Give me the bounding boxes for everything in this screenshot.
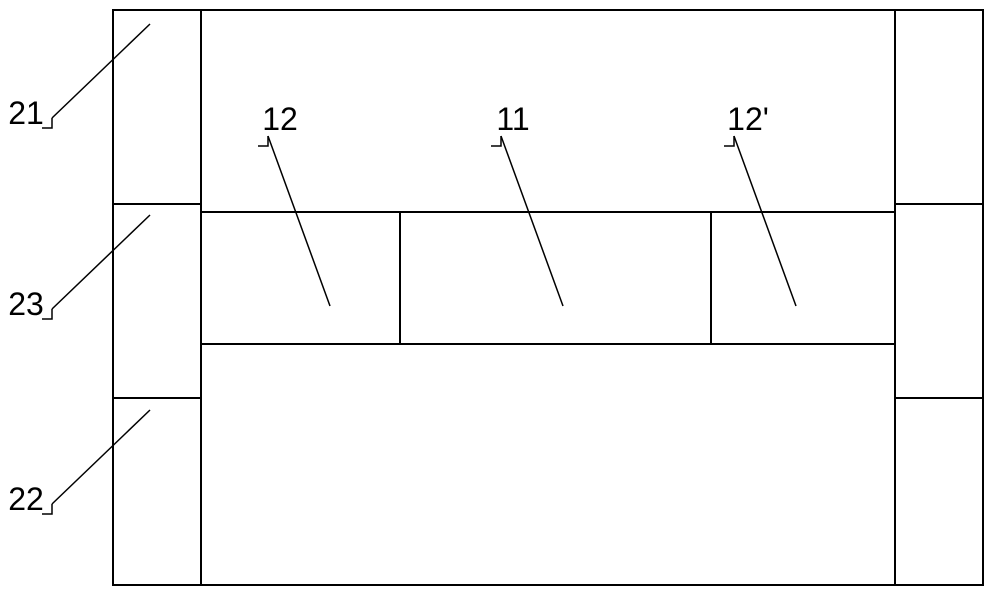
leader-l21: [52, 24, 150, 118]
main-frame: [113, 10, 983, 585]
leader-l12p: [734, 136, 796, 306]
leader-l23: [52, 215, 150, 309]
leader-serif-l12p: [724, 136, 734, 146]
label-l23: 23: [8, 286, 44, 322]
leader-l11: [501, 136, 563, 306]
leader-l12: [268, 136, 330, 306]
label-l11: 11: [496, 101, 529, 137]
label-l22: 22: [8, 481, 44, 517]
leader-serif-l11: [491, 136, 501, 146]
label-l21: 21: [8, 95, 44, 131]
leader-l22: [52, 410, 150, 504]
label-l12p: 12': [727, 101, 769, 137]
leader-serif-l12: [258, 136, 268, 146]
label-l12: 12: [262, 101, 298, 137]
